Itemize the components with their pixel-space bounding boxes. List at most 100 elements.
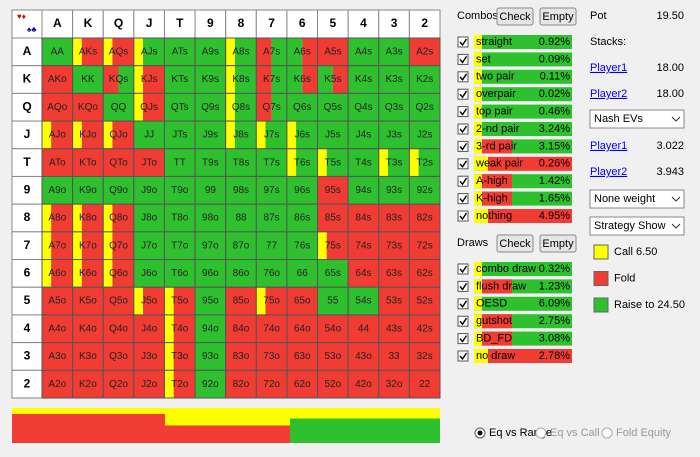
strategy-fill xyxy=(164,259,196,288)
radio[interactable] xyxy=(535,427,547,439)
header-cell xyxy=(11,286,43,316)
checkbox[interactable] xyxy=(457,53,469,65)
check-mark xyxy=(459,38,468,47)
hand-cell[interactable] xyxy=(408,369,441,399)
checkbox[interactable] xyxy=(457,158,469,170)
hand-label: 93s xyxy=(386,185,402,196)
strategy-fill xyxy=(286,121,297,149)
strategy-fill xyxy=(378,65,410,94)
hand-label: 82o xyxy=(233,379,250,390)
strategy-fill xyxy=(195,176,226,205)
checkbox[interactable] xyxy=(457,106,469,118)
radio-label: Eq vs Call xyxy=(550,427,600,439)
checkbox[interactable] xyxy=(457,123,469,135)
row-header: 5 xyxy=(24,293,31,307)
checkbox[interactable] xyxy=(457,36,469,48)
checkbox[interactable] xyxy=(457,88,469,100)
strategy-fill xyxy=(42,38,73,66)
strategy-fill xyxy=(164,342,174,371)
player-link[interactable]: Player2 xyxy=(590,166,627,178)
radio-label: Eq vs Range xyxy=(489,427,552,439)
hand-label: 98s xyxy=(233,185,249,196)
combo-value: 2.75% xyxy=(539,315,570,327)
row-header: K xyxy=(23,72,32,86)
hand-label: K8s xyxy=(232,74,249,85)
checkbox[interactable] xyxy=(457,210,469,222)
button[interactable] xyxy=(539,234,577,253)
checkbox[interactable] xyxy=(457,333,469,345)
strategy-fill xyxy=(296,148,318,177)
player-link[interactable]: Player1 xyxy=(590,140,627,152)
hand-label: 62o xyxy=(294,379,311,390)
hand-label: K6o xyxy=(79,268,97,279)
strategy-fill xyxy=(225,93,235,122)
checkbox[interactable] xyxy=(457,280,469,292)
strategy-fill xyxy=(103,287,134,315)
strategy-fill xyxy=(72,231,82,260)
combo-value: 0.09% xyxy=(539,53,570,65)
strategy-fill xyxy=(103,342,134,371)
button[interactable] xyxy=(496,7,534,26)
strategy-fill xyxy=(286,287,318,315)
hand-label: 52s xyxy=(417,296,433,307)
strategy-fill xyxy=(302,38,318,66)
ev-value: 3.022 xyxy=(656,140,684,152)
player-link[interactable]: Player2 xyxy=(590,88,627,100)
player-link[interactable]: Player1 xyxy=(590,62,627,74)
hand-label: AKs xyxy=(79,46,97,57)
checkbox[interactable] xyxy=(457,315,469,327)
strategy-fill xyxy=(72,287,104,315)
hand-label: 74s xyxy=(355,240,371,251)
hand-label: Q3s xyxy=(385,102,403,113)
strategy-fill xyxy=(256,176,287,205)
dropdown[interactable] xyxy=(589,189,685,209)
strategy-fill xyxy=(409,121,440,149)
hand-label: A8o xyxy=(48,213,66,224)
strategy-fill xyxy=(225,231,257,260)
hand-label: 53s xyxy=(386,296,402,307)
hand-label: J7s xyxy=(264,130,280,141)
checkbox[interactable] xyxy=(457,263,469,275)
hand-label: 55 xyxy=(327,296,339,307)
hand-label: A6s xyxy=(294,46,311,57)
hand-label: A7s xyxy=(263,46,280,57)
combo-label: K-high xyxy=(476,193,508,205)
hand-label: J8s xyxy=(233,130,249,141)
strategy-fill xyxy=(317,93,349,122)
strategy-fill xyxy=(164,314,174,343)
strategy-fill xyxy=(72,259,82,288)
suit-icon: ♠♣ xyxy=(27,25,37,34)
dropdown[interactable] xyxy=(589,109,685,129)
checkbox[interactable] xyxy=(457,175,469,187)
header-cell xyxy=(11,120,43,150)
strategy-fill xyxy=(112,231,134,260)
strategy-fill xyxy=(348,121,379,149)
hand-label: JJ xyxy=(144,130,154,141)
range-bar xyxy=(482,191,512,206)
checkbox[interactable] xyxy=(457,71,469,83)
checkbox[interactable] xyxy=(457,298,469,310)
strategy-fill xyxy=(225,38,235,66)
combo-value: 0.46% xyxy=(539,106,570,118)
button[interactable] xyxy=(496,234,534,253)
hand-label: A4o xyxy=(48,323,66,334)
checkbox[interactable] xyxy=(457,140,469,152)
strategy-fill xyxy=(112,38,134,66)
button[interactable] xyxy=(539,7,577,26)
strategy-fill xyxy=(326,148,349,177)
radio[interactable] xyxy=(601,427,613,439)
strategy-fill xyxy=(164,287,174,315)
strategy-fill xyxy=(103,93,134,122)
hand-label: 43o xyxy=(355,351,372,362)
checkbox[interactable] xyxy=(457,193,469,205)
dropdown[interactable] xyxy=(589,216,685,236)
dropdown-arrow xyxy=(671,223,681,229)
hand-label: AJs xyxy=(141,46,158,57)
hand-label: J4s xyxy=(356,130,372,141)
range-bar xyxy=(474,104,572,119)
hand-label: 43s xyxy=(386,323,402,334)
hand-label: 73o xyxy=(263,351,280,362)
checkbox[interactable] xyxy=(457,350,469,362)
range-bar xyxy=(474,69,482,84)
